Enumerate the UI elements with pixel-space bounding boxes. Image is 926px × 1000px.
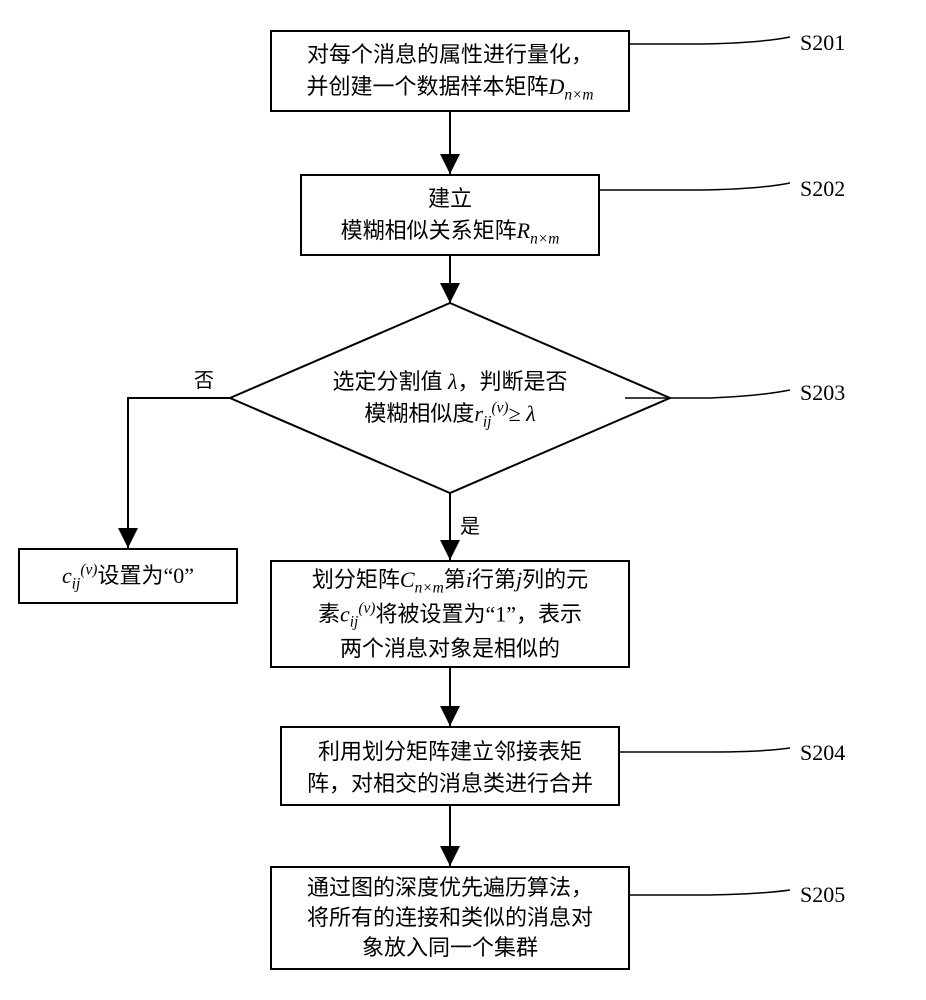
step-label-s205: S205 bbox=[800, 882, 845, 908]
step-label-s201: S201 bbox=[800, 30, 845, 56]
s201-line1: 对每个消息的属性进行量化， bbox=[306, 37, 593, 69]
node-s204: 利用划分矩阵建立邻接表矩 阵，对相交的消息类进行合并 bbox=[280, 726, 620, 806]
step-label-s204: S204 bbox=[800, 740, 845, 766]
s205-line2: 将所有的连接和类似的消息对 bbox=[307, 903, 593, 933]
s205-line3: 象放入同一个集群 bbox=[307, 933, 593, 963]
node-s203-yes: 划分矩阵Cn×m第i行第j列的元 素cij(v)将被设置为“1”，表示 两个消息… bbox=[270, 560, 630, 668]
s202-line1: 建立 bbox=[341, 181, 560, 213]
step-label-s203: S203 bbox=[800, 380, 845, 406]
s203-line1: 选定分割值 λ，判断是否 bbox=[332, 364, 567, 396]
s203yes-line2: 素cij(v)将被设置为“1”，表示 bbox=[312, 599, 588, 634]
s201-line2: 并创建一个数据样本矩阵Dn×m bbox=[306, 69, 593, 104]
node-s201: 对每个消息的属性进行量化， 并创建一个数据样本矩阵Dn×m bbox=[270, 30, 630, 112]
edge-label-no: 否 bbox=[194, 364, 214, 393]
s203yes-line3: 两个消息对象是相似的 bbox=[312, 634, 588, 664]
s202-line2: 模糊相似关系矩阵Rn×m bbox=[341, 213, 560, 248]
node-s202: 建立 模糊相似关系矩阵Rn×m bbox=[300, 174, 600, 256]
s204-line2: 阵，对相交的消息类进行合并 bbox=[307, 766, 593, 798]
s205-line1: 通过图的深度优先遍历算法， bbox=[307, 873, 593, 903]
s203-line2: 模糊相似度rij(v)≥ λ bbox=[332, 396, 567, 431]
node-s203-no: cij(v)设置为“0” bbox=[18, 548, 238, 604]
s203no-text: cij(v)设置为“0” bbox=[62, 558, 194, 593]
diamond-shape bbox=[0, 0, 926, 1000]
step-label-s202: S202 bbox=[800, 176, 845, 202]
node-s203: 选定分割值 λ，判断是否 模糊相似度rij(v)≥ λ bbox=[280, 360, 620, 436]
s203yes-line1: 划分矩阵Cn×m第i行第j列的元 bbox=[312, 565, 588, 599]
arrows-svg bbox=[0, 0, 926, 1000]
node-s205: 通过图的深度优先遍历算法， 将所有的连接和类似的消息对 象放入同一个集群 bbox=[270, 866, 630, 970]
edge-label-yes: 是 bbox=[460, 510, 480, 539]
s204-line1: 利用划分矩阵建立邻接表矩 bbox=[307, 734, 593, 766]
